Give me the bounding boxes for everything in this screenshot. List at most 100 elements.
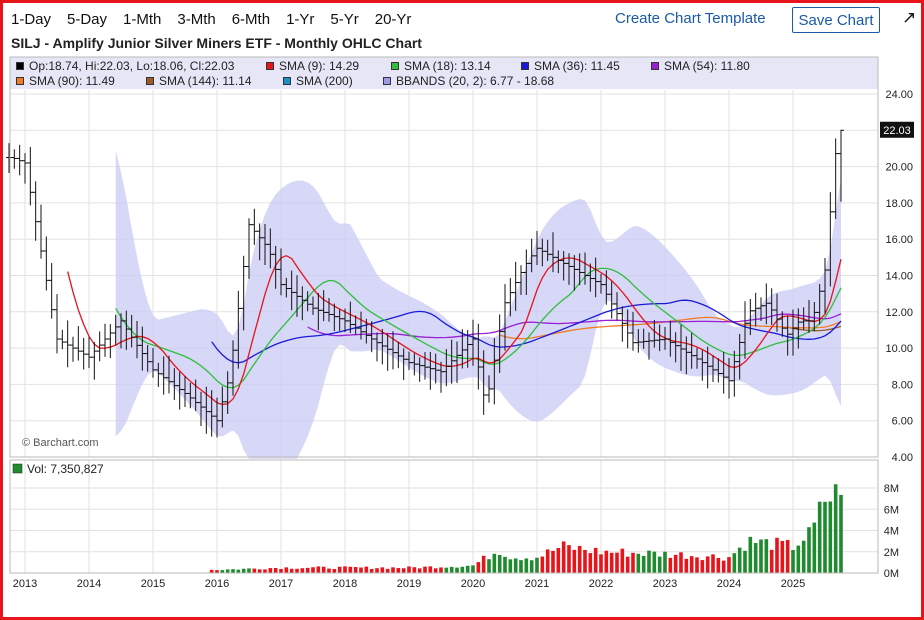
y-tick-label: 8.00 [892,379,913,391]
x-tick-label: 2023 [653,578,677,590]
legend-label: BBANDS (20, 2): 6.77 - 18.68 [396,74,555,88]
legend-swatch-sma-200 [283,77,291,85]
range-1-month[interactable]: 1-Mth [123,11,162,28]
legend-sma-36: SMA (36): 11.45 [521,59,620,73]
range-6-month[interactable]: 6-Mth [231,11,271,28]
x-tick-label: 2024 [717,578,741,590]
volume-bar [343,566,347,573]
legend-label: SMA (144): 11.14 [159,74,252,88]
volume-bar [380,567,385,573]
volume-bar [375,568,379,573]
volume-bar [327,568,331,573]
volume-bar [716,558,721,573]
volume-bar [220,570,225,573]
legend-sma-18: SMA (18): 13.14 [391,59,491,73]
volume-bar [215,570,219,573]
volume-bar [625,556,630,573]
volume-bar [673,554,678,573]
ohlc-bar [70,336,76,362]
volume-bar [241,568,246,573]
volume-tick-label: 6M [884,504,899,516]
volume-bar [428,566,433,573]
y-tick-label: 20.00 [885,162,913,174]
volume-bar [369,568,374,573]
range-20-year[interactable]: 20-Yr [374,11,412,28]
volume-bar [743,550,747,573]
volume-bar [209,569,214,573]
watermark: © Barchart.com [22,437,99,449]
expand-arrow-icon[interactable]: ↗ [902,8,917,27]
volume-swatch [12,463,23,474]
axes [9,56,879,574]
axis-labels: 2013 2014 2015 2016 2017 2018 2019 2020 2021 2022… [12,89,914,590]
create-chart-template-link[interactable]: Create Chart Template [615,10,766,27]
volume-bar [497,555,502,573]
chart-title: SILJ - Amplify Junior Silver Miners ETF … [11,35,422,51]
ohlc-bar [48,263,55,319]
volume-bar [769,549,774,573]
ohlc-bar [59,329,66,350]
volume-bar [737,547,742,573]
range-1-year[interactable]: 1-Yr [286,11,315,28]
volume-bar [572,549,577,573]
volume-bar [620,548,625,573]
volume-bar [748,536,753,573]
volume-bar [508,559,513,573]
ohlc-bar [32,181,39,241]
volume-bar [796,545,801,573]
legend-swatch-ohlc [16,62,24,70]
volume-bar [833,484,838,573]
volume-bar [540,556,545,573]
volume-bar [823,501,827,573]
legend-swatch-sma-144 [146,77,154,85]
bollinger-band [115,150,841,459]
legend-sma-144: SMA (144): 11.14 [146,74,252,88]
volume-bar [300,568,305,573]
volume-tick-label: 0M [884,568,899,580]
volume-bar [567,545,571,573]
ohlc-bar [838,129,844,202]
volume-bar [593,547,598,573]
volume-bar [721,560,726,573]
volume-bar [631,552,635,573]
volume-bar [348,566,353,573]
range-5-day[interactable]: 5-Day [67,11,108,28]
y-tick-label: 24.00 [885,89,913,101]
legend-label: SMA (18): 13.14 [404,59,491,73]
volume-bar [279,569,283,573]
ohlc-bar [75,326,82,361]
volume-bar [801,540,806,573]
volume-bar [588,553,593,573]
volume-bars [209,484,843,573]
volume-bar [753,543,758,573]
range-3-month[interactable]: 3-Mth [177,11,216,28]
volume-bar [236,569,241,573]
volume-bar [289,568,294,573]
volume-bar [311,567,315,573]
ohlc-bar [38,204,44,259]
volume-bar [561,541,566,573]
legend-sma-54: SMA (54): 11.80 [651,59,750,73]
volume-bar [252,568,257,573]
volume-bar [359,567,363,573]
volume-bar [839,494,843,573]
volume-bar [817,501,822,573]
ohlc-bar [16,144,23,176]
range-1-day[interactable]: 1-Day [11,11,52,28]
range-5-year[interactable]: 5-Yr [330,11,359,28]
volume-bar [460,566,465,573]
legend-sma-9: SMA (9): 14.29 [266,59,359,73]
volume-bar [401,568,406,573]
y-tick-label: 6.00 [892,416,913,428]
volume-tick-label: 2M [884,547,899,559]
volume-bar [332,569,337,573]
x-tick-label: 2025 [781,578,805,590]
volume-bar [679,552,683,573]
save-chart-button[interactable]: Save Chart [792,7,880,33]
legend-label: SMA (200) [296,74,353,88]
volume-bar [705,556,710,573]
legend-swatch-sma-9 [266,62,274,70]
ohlc-bar [80,337,87,370]
volume-bar [775,537,779,573]
